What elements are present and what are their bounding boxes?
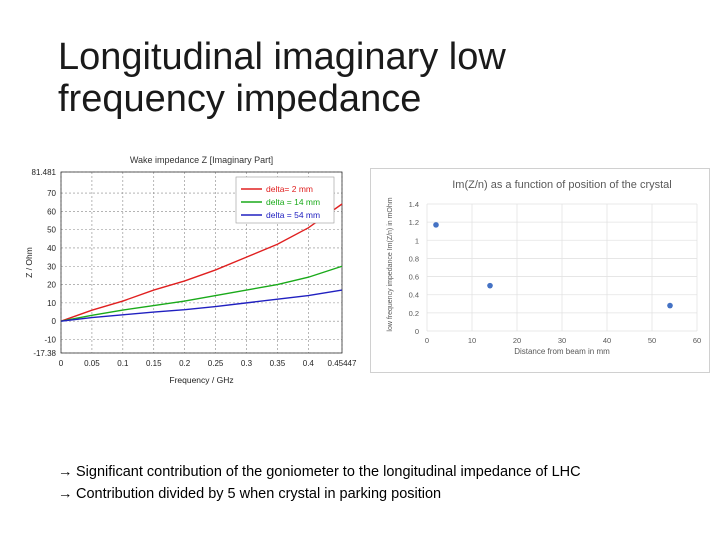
imz-scatter-chart: Im(Z/n) as a function of position of the…: [370, 168, 710, 373]
plot-frame: [60, 171, 343, 354]
y-tick-label: 0.6: [409, 273, 419, 282]
slide-title: Longitudinal imaginary low frequency imp…: [58, 36, 678, 120]
y-tick-label: 30: [47, 262, 56, 271]
x-tick-label: 60: [693, 336, 701, 345]
y-axis-label: low frequency impedance Im(Z/n) in mOhm: [387, 197, 394, 331]
x-tick-label: 0.05: [84, 359, 100, 368]
bullet-text: Contribution divided by 5 when crystal i…: [76, 486, 442, 502]
y-tick-label: 1.4: [409, 200, 419, 209]
legend-entry: delta= 2 mm: [266, 184, 313, 194]
x-axis-label: Distance from beam in mm: [514, 347, 610, 356]
scatter-point-3: [667, 302, 673, 309]
y-tick-label: 0.4: [409, 291, 419, 300]
chart-title: Im(Z/n) as a function of position of the…: [452, 179, 671, 191]
chart-legend: delta= 2 mm delta = 14 mm delta = 54 mm: [235, 176, 335, 224]
chart-frame: [370, 168, 710, 373]
y-tick-label: 81.481: [32, 168, 57, 177]
slide-title-line-2: frequency impedance: [58, 78, 422, 120]
x-tick-label: 40: [603, 336, 611, 345]
y-tick-label: 0: [52, 317, 57, 326]
x-tick-label: 0: [59, 359, 64, 368]
legend-entry: delta = 54 mm: [266, 210, 320, 220]
x-tick-label: 0.2: [179, 359, 191, 368]
wake-impedance-chart: Wake impedance Z [Imaginary Part] 81.481 7…: [24, 155, 357, 385]
y-tick-label: 20: [47, 281, 56, 290]
x-tick-label: 50: [648, 336, 656, 345]
slide-title-line-1: Longitudinal imaginary low: [58, 36, 506, 78]
y-tick-label: 50: [47, 226, 56, 235]
bullet-item: → Contribution divided by 5 when crystal …: [58, 483, 718, 505]
y-tick-label: 70: [47, 189, 56, 198]
y-tick-label: 60: [47, 207, 56, 216]
x-tick-label: 20: [513, 336, 521, 345]
series-line-3: [60, 289, 343, 322]
y-tick-label: -17.38: [33, 349, 56, 358]
x-tick-label: 30: [558, 336, 566, 345]
x-tick-label: 0.25: [208, 359, 224, 368]
x-tick-label: 0.4: [303, 359, 315, 368]
y-tick-label: 10: [47, 299, 56, 308]
series-line-1: [60, 203, 343, 322]
legend-entry: delta = 14 mm: [266, 197, 320, 207]
y-tick-label: 40: [47, 244, 56, 253]
x-tick-label: 0: [425, 336, 429, 345]
scatter-point-1: [433, 222, 439, 228]
bullet-item: → Significant contribution of the goniome…: [58, 461, 718, 483]
x-tick-label: 0.1: [117, 359, 129, 368]
y-tick-label: 1.2: [409, 218, 419, 227]
bullet-text: Significant contribution of the goniomet…: [76, 464, 581, 480]
x-axis-label: Frequency / GHz: [169, 375, 233, 385]
scatter-point-2: [487, 282, 493, 289]
right-arrow-icon: →: [58, 486, 73, 502]
y-axis-label: Z / Ohm: [24, 247, 34, 278]
series-line-2: [60, 265, 343, 322]
x-tick-label: 0.3: [241, 359, 253, 368]
right-arrow-icon: →: [58, 464, 73, 480]
chart-title: Wake impedance Z [Imaginary Part]: [130, 155, 273, 165]
x-tick-label: 10: [468, 336, 476, 345]
bullet-list: → Significant contribution of the goniome…: [58, 461, 718, 505]
y-tick-label: 0: [415, 327, 419, 336]
y-tick-label: -10: [44, 335, 56, 344]
y-tick-label: 1: [415, 236, 419, 245]
x-tick-label: 0.15: [146, 359, 162, 368]
y-tick-label: 0.8: [409, 254, 419, 263]
y-tick-label: 0.2: [409, 309, 419, 318]
x-tick-label: 0.45447: [328, 359, 357, 368]
x-tick-label: 0.35: [270, 359, 286, 368]
